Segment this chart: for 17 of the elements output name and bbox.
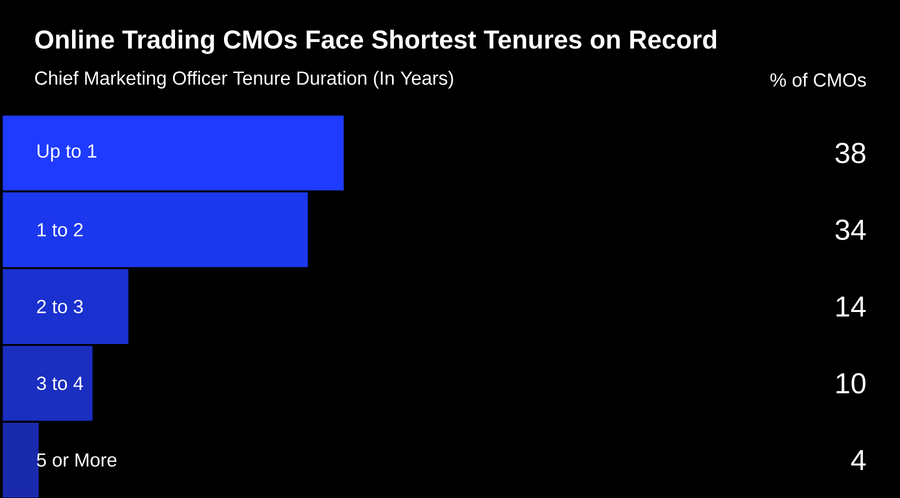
data-label: 10 — [836, 372, 866, 394]
chart-title: Online Trading CMOs Face Shortest Tenures on Record — [35, 30, 716, 54]
y-tick-label: Up to 1 — [38, 144, 96, 162]
bar — [2, 268, 128, 344]
data-label: 34 — [836, 219, 866, 240]
bar — [2, 192, 308, 267]
bar — [2, 346, 92, 420]
data-label: 14 — [836, 296, 866, 316]
y-tick-label: 1 to 2 — [38, 222, 83, 236]
y-tick-label: 3 to 4 — [36, 376, 84, 390]
data-label: 4 — [851, 450, 866, 470]
bar — [2, 422, 39, 498]
chart-subtitle: Chief Marketing Officer Tenure Duration (In Years) — [35, 70, 454, 88]
y-tick-label: 2 to 3 — [37, 300, 83, 314]
text: % of CMOs — [770, 72, 866, 86]
data-label: 38 — [836, 142, 866, 164]
bar — [2, 115, 344, 190]
